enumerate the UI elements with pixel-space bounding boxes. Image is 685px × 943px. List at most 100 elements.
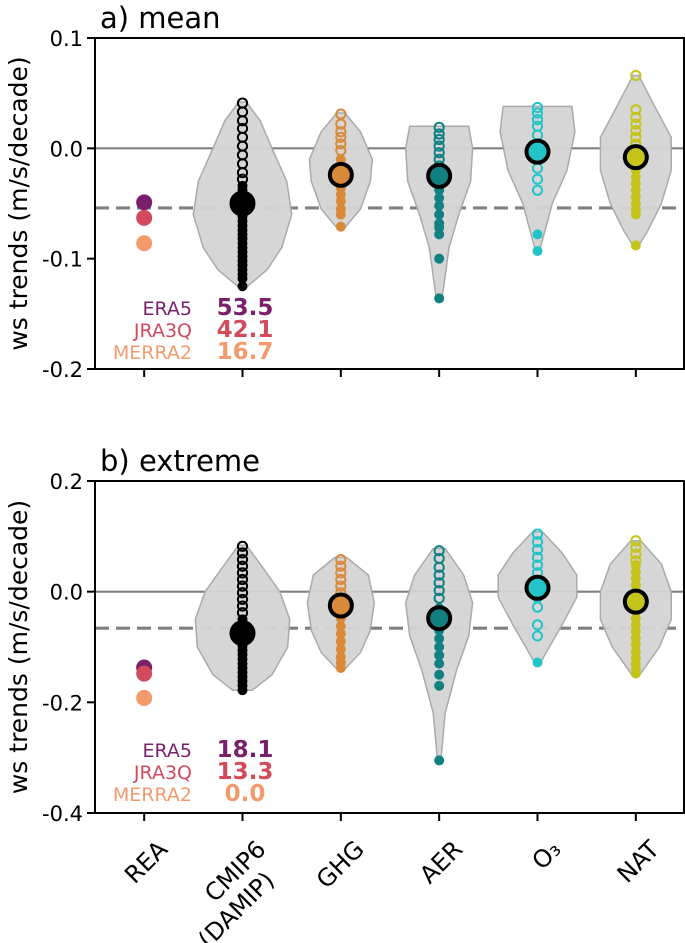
member-point-open-cmip6	[236, 553, 249, 566]
member-point-open-aer	[433, 584, 445, 597]
member-point-open-aer	[433, 569, 445, 581]
member-point-filled-ghg	[335, 209, 346, 220]
member-point-filled-ghg	[335, 620, 346, 631]
member-point-filled-aer	[434, 192, 445, 203]
member-point-open-o3	[531, 173, 544, 185]
member-point-filled-aer	[434, 658, 445, 669]
x-tick-label-line: AER	[414, 835, 468, 889]
panel-extreme: b) extreme ws trends (m/s/decade) ERA5 18.1…	[4, 444, 685, 826]
reanalysis-name-jra3q: JRA3Q	[133, 320, 192, 342]
y-tick-label: 0.2	[50, 470, 83, 494]
reanalysis-percent-merra2: 0.0	[225, 781, 266, 807]
member-point-filled-aer	[434, 650, 445, 661]
member-point-filled-cmip6	[237, 281, 248, 292]
reanalysis-name-merra2: MERRA2	[113, 342, 192, 364]
member-point-open-aer	[433, 140, 445, 152]
y-tick-label: 0.1	[50, 27, 83, 51]
member-point-filled-aer	[434, 680, 445, 691]
reanalysis-point-merra2	[136, 235, 153, 252]
panel-title: b) extreme	[100, 444, 260, 478]
member-point-open-cmip6	[236, 573, 249, 586]
member-point-open-nat	[630, 541, 642, 554]
x-tick-label-line: NAT	[612, 835, 665, 888]
member-point-open-nat	[630, 104, 642, 116]
member-point-filled-aer	[434, 293, 445, 304]
member-point-filled-aer	[434, 253, 445, 264]
y-tick-label: -0.1	[42, 248, 83, 272]
member-point-filled-cmip6	[237, 273, 248, 284]
member-point-open-nat	[630, 69, 642, 82]
member-point-open-aer	[433, 561, 445, 573]
reanalysis-percent-jra3q: 42.1	[217, 317, 274, 343]
member-point-open-o3	[531, 114, 544, 126]
member-point-open-nat	[630, 111, 642, 124]
member-point-filled-o3	[532, 657, 543, 668]
member-point-open-cmip6	[236, 540, 249, 552]
ensemble-mean-aer	[426, 605, 453, 632]
member-point-open-ghg	[335, 580, 347, 592]
y-axis-label: ws trends (m/s/decade)	[4, 500, 33, 794]
panel-mean: a) mean ws trends (m/s/decade) ERA5 53.5 JRA…	[4, 1, 685, 382]
axes-frame	[94, 480, 685, 814]
member-point-filled-aer	[434, 200, 445, 211]
member-point-open-cmip6	[236, 567, 249, 579]
member-point-open-cmip6	[236, 115, 249, 127]
ensemble-mean-cmip6	[229, 620, 256, 647]
member-point-open-aer	[433, 147, 445, 159]
member-point-open-o3	[531, 101, 544, 114]
member-point-open-cmip6	[236, 593, 249, 606]
axes-frame	[94, 37, 685, 370]
reanalysis-percent-merra2: 16.7	[217, 339, 274, 365]
reanalysis-name-era5: ERA5	[142, 740, 192, 762]
x-tick-label-rea: REA	[119, 835, 173, 889]
member-point-filled-o3	[532, 229, 543, 240]
reanalysis-point-era5	[136, 194, 153, 211]
member-point-filled-cmip6	[237, 685, 248, 696]
member-point-filled-nat	[630, 668, 641, 679]
x-tick-label-line: GHG	[311, 835, 370, 894]
member-point-open-ghg	[335, 131, 347, 143]
ensemble-mean-nat	[622, 588, 649, 615]
member-point-open-cmip6	[236, 560, 249, 572]
member-point-open-aer	[433, 133, 445, 146]
x-tick-label-ghg: GHG	[311, 835, 370, 894]
ensemble-mean-ghg	[327, 592, 354, 619]
member-point-open-aer	[433, 121, 445, 133]
member-point-open-nat	[630, 131, 642, 143]
member-point-open-ghg	[335, 573, 347, 586]
member-point-filled-aer	[434, 633, 445, 644]
member-point-open-ghg	[335, 553, 347, 566]
member-point-open-cmip6	[236, 600, 249, 612]
member-point-open-cmip6	[236, 167, 249, 179]
member-point-open-cmip6	[236, 580, 249, 592]
member-point-filled-ghg	[335, 636, 346, 647]
y-tick-label: 0.0	[50, 137, 83, 161]
reanalysis-point-jra3q	[136, 665, 153, 682]
member-point-open-o3	[531, 630, 544, 642]
member-point-filled-nat	[630, 209, 641, 220]
reanalysis-name-merra2: MERRA2	[113, 784, 192, 806]
y-tick-label: 0.0	[50, 581, 83, 605]
member-point-open-o3	[531, 528, 544, 540]
member-point-filled-ghg	[335, 644, 346, 655]
reanalysis-name-jra3q: JRA3Q	[133, 762, 192, 784]
y-axis-label: ws trends (m/s/decade)	[4, 56, 33, 350]
member-point-filled-aer	[434, 669, 445, 680]
x-tick-label-line: REA	[119, 835, 173, 889]
member-point-filled-ghg	[335, 196, 346, 207]
member-point-open-aer	[433, 128, 445, 140]
x-tick-label-o3: O₃	[527, 835, 567, 875]
member-point-open-aer	[433, 592, 445, 604]
member-point-open-o3	[531, 536, 544, 548]
reanalysis-percent-era5: 53.5	[217, 295, 274, 321]
member-point-open-o3	[531, 107, 544, 119]
ensemble-mean-aer	[426, 162, 453, 189]
member-point-open-o3	[531, 184, 544, 196]
member-point-open-o3	[531, 544, 544, 556]
panel-title: a) mean	[100, 1, 221, 35]
member-point-filled-aer	[434, 229, 445, 240]
x-axis: REA CMIP6(DAMIP) GHG AER O₃ NAT	[119, 835, 665, 943]
member-point-open-cmip6	[236, 547, 249, 559]
member-point-filled-o3	[532, 245, 543, 256]
